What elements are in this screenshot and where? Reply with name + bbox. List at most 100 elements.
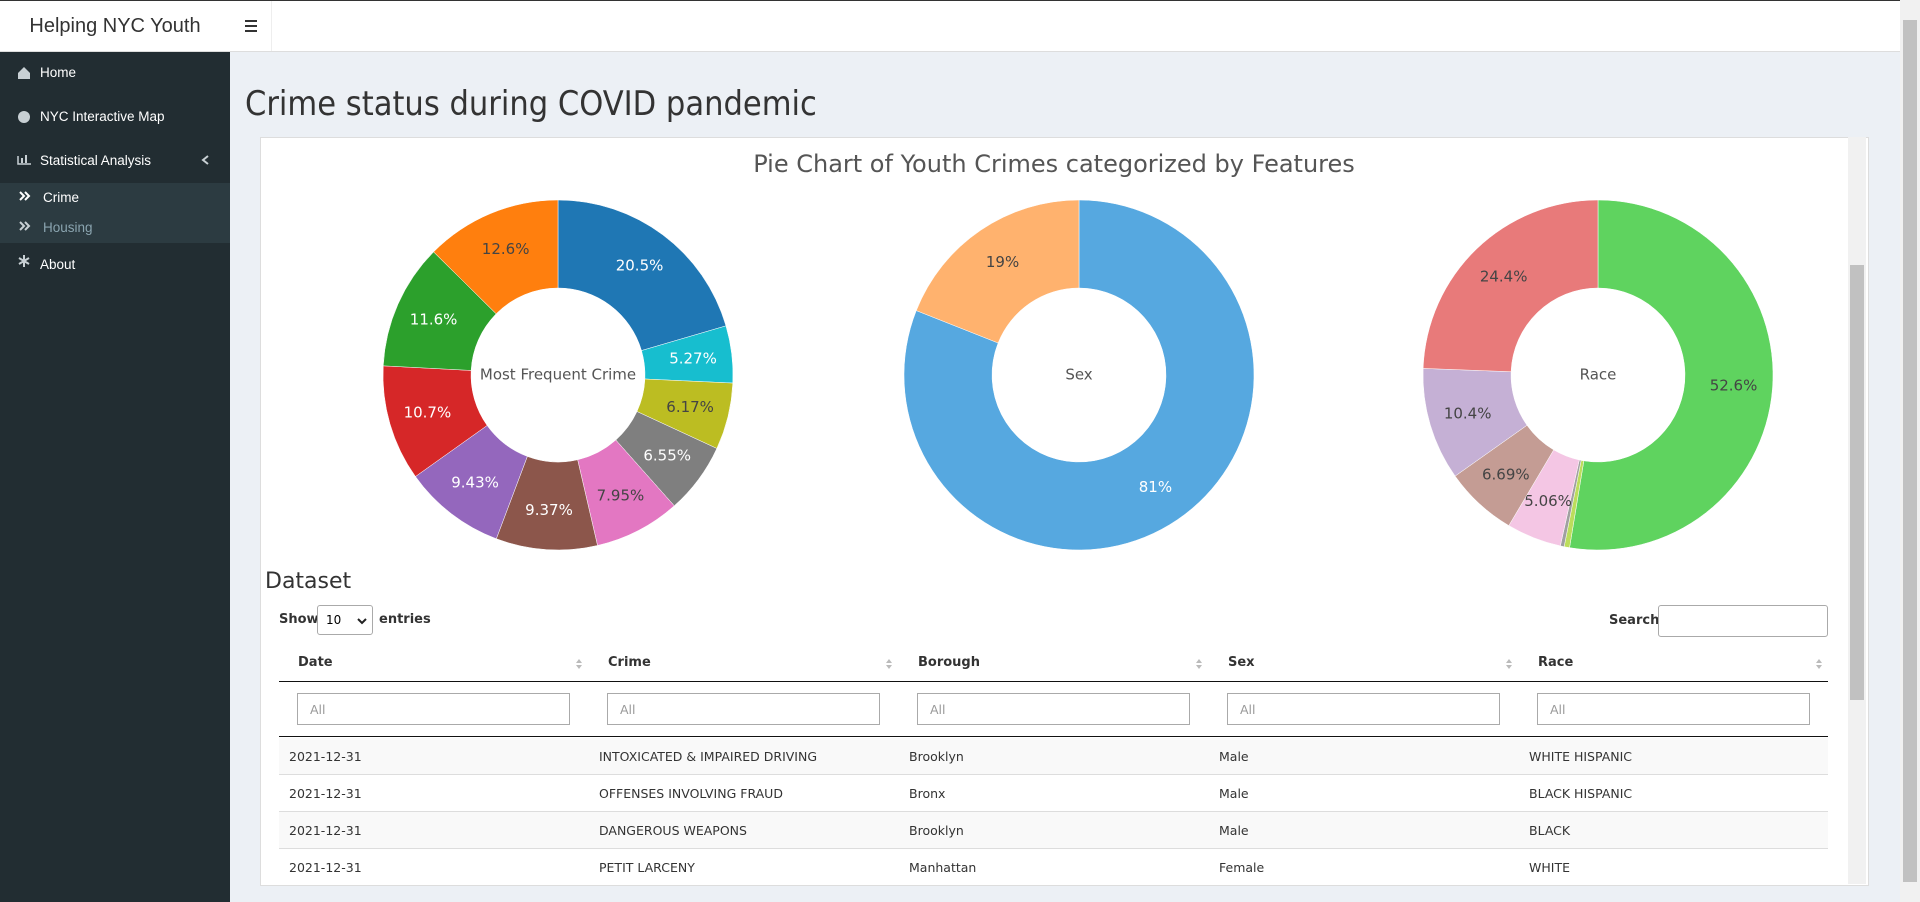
slice-label: 6.55%	[643, 447, 691, 465]
pie-slice	[1422, 199, 1599, 372]
table-cell: 2021-12-31	[289, 823, 362, 838]
column-filter[interactable]: All	[607, 693, 880, 725]
sidebar-toggle[interactable]	[230, 1, 272, 51]
slice-label: 19%	[986, 253, 1019, 271]
column-header[interactable]: Date	[298, 655, 333, 670]
slice-label: 5.27%	[669, 349, 717, 367]
sidebar-icons	[17, 67, 209, 267]
slice-label: 81%	[1139, 478, 1172, 496]
table-cell: BLACK	[1529, 823, 1571, 838]
table-cell: 2021-12-31	[289, 749, 362, 764]
chart-title: Pie Chart of Youth Crimes categorized by…	[753, 150, 1355, 178]
navbar	[230, 1, 1900, 52]
table-cell: 2021-12-31	[289, 860, 362, 875]
table-cell: Manhattan	[909, 860, 977, 875]
column-header[interactable]: Borough	[918, 655, 980, 670]
dataset-title: Dataset	[265, 569, 352, 594]
show-label: Show	[279, 612, 319, 627]
table-row	[279, 738, 1828, 775]
page-size[interactable]: 10	[326, 613, 342, 627]
table-cell: Male	[1219, 786, 1249, 801]
page-scrollbar[interactable]	[1900, 0, 1920, 902]
search-input[interactable]	[1658, 605, 1828, 637]
sort-icon[interactable]	[1195, 656, 1203, 670]
nav-crime[interactable]: Crime	[43, 190, 79, 205]
table-cell: PETIT LARCENY	[599, 860, 695, 875]
column-filter[interactable]: All	[1537, 693, 1810, 725]
header-rule	[279, 681, 1828, 682]
select-arrow	[357, 618, 367, 625]
sort-icon[interactable]	[885, 656, 893, 670]
page-title: Crime status during COVID pandemic	[245, 84, 817, 124]
hole-label: Race	[1580, 366, 1617, 384]
nav-about[interactable]: About	[40, 257, 76, 272]
hole-label: Most Frequent Crime	[480, 366, 636, 384]
page-scroll-thumb[interactable]	[1903, 20, 1917, 882]
slice-label: 11.6%	[410, 311, 458, 329]
table-cell: WHITE	[1529, 860, 1570, 875]
sort-icon[interactable]	[1815, 656, 1823, 670]
table-cell: Brooklyn	[909, 749, 964, 764]
table-row	[279, 849, 1828, 884]
sort-icon[interactable]	[575, 656, 583, 670]
table-cell: Brooklyn	[909, 823, 964, 838]
column-header[interactable]: Race	[1538, 655, 1574, 670]
slice-label: 10.7%	[404, 404, 452, 422]
data-table: Date All Crime All Borough All Sex All Race All 20…	[279, 650, 1828, 884]
column-filter[interactable]: All	[297, 693, 570, 725]
sort-arrows	[1506, 659, 1512, 669]
pie-slice	[915, 199, 1080, 344]
inner-scroll-thumb[interactable]	[1850, 265, 1864, 700]
table-cell: BLACK HISPANIC	[1529, 786, 1633, 801]
column-header[interactable]: Sex	[1228, 655, 1255, 670]
table-cell: INTOXICATED & IMPAIRED DRIVING	[599, 749, 818, 764]
search-label: Search:	[1609, 613, 1665, 628]
table-row	[279, 775, 1828, 812]
table-row	[279, 812, 1828, 849]
brand[interactable]: Helping NYC Youth	[29, 15, 201, 37]
entries-label: entries	[379, 612, 431, 627]
table-cell: Bronx	[909, 786, 946, 801]
table-cell: Male	[1219, 823, 1249, 838]
nav-stats[interactable]: Statistical Analysis	[40, 153, 152, 168]
nav-home[interactable]: Home	[40, 65, 77, 80]
table-cell: 2021-12-31	[289, 786, 362, 801]
page-size-select[interactable]: 10	[317, 605, 373, 635]
sort-arrows	[1196, 659, 1202, 669]
slice-label: 9.37%	[525, 501, 573, 519]
filter-rule	[279, 736, 1828, 737]
submenu	[0, 183, 230, 243]
pie-slice	[433, 199, 559, 315]
hole-label: Sex	[1065, 366, 1092, 384]
top-border	[0, 0, 1920, 1]
pie-slice	[557, 199, 727, 351]
sort-arrows	[576, 659, 582, 669]
slice-label: 20.5%	[616, 257, 664, 275]
nav-map[interactable]: NYC Interactive Map	[40, 109, 165, 124]
pie-slice	[903, 199, 1255, 551]
table-cell: DANGEROUS WEAPONS	[599, 823, 747, 838]
slice-label: 6.69%	[1482, 465, 1530, 483]
slice-label: 12.6%	[482, 240, 530, 258]
table-cell: Female	[1219, 860, 1265, 875]
column-header[interactable]: Crime	[608, 655, 651, 670]
slice-label: 6.17%	[666, 398, 714, 416]
sort-icon[interactable]	[1505, 656, 1513, 670]
pie-slice	[1569, 199, 1774, 551]
table-cell: WHITE HISPANIC	[1529, 749, 1633, 764]
table-cell: Male	[1219, 749, 1249, 764]
slice-label: 10.4%	[1444, 404, 1492, 422]
slice-label: 7.95%	[597, 486, 645, 504]
slice-label: 5.06%	[1524, 492, 1572, 510]
column-filter[interactable]: All	[917, 693, 1190, 725]
inner-scrollbar[interactable]	[1848, 137, 1866, 884]
sidebar: Home NYC Interactive Map Statistical Ana…	[0, 52, 230, 902]
column-filter[interactable]: All	[1227, 693, 1500, 725]
slice-label: 52.6%	[1710, 377, 1758, 395]
slice-label: 9.43%	[451, 473, 499, 491]
slice-label: 24.4%	[1480, 268, 1528, 286]
nav-housing[interactable]: Housing	[43, 220, 93, 235]
brand-box[interactable]: Helping NYC Youth	[0, 1, 230, 52]
